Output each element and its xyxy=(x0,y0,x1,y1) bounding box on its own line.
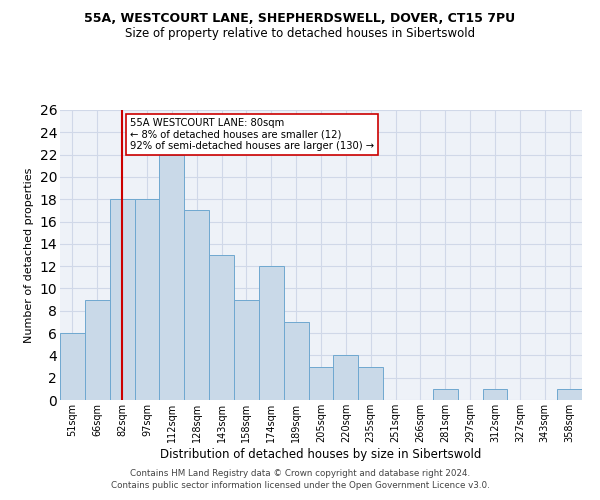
Text: Size of property relative to detached houses in Sibertswold: Size of property relative to detached ho… xyxy=(125,28,475,40)
Bar xyxy=(184,210,209,400)
Bar xyxy=(209,255,234,400)
Bar xyxy=(110,199,134,400)
Bar xyxy=(334,356,358,400)
Text: Contains HM Land Registry data © Crown copyright and database right 2024.: Contains HM Land Registry data © Crown c… xyxy=(130,468,470,477)
Bar xyxy=(160,154,184,400)
Bar xyxy=(284,322,308,400)
Bar xyxy=(60,333,85,400)
Y-axis label: Number of detached properties: Number of detached properties xyxy=(24,168,34,342)
Text: Contains public sector information licensed under the Open Government Licence v3: Contains public sector information licen… xyxy=(110,481,490,490)
Bar xyxy=(85,300,110,400)
X-axis label: Distribution of detached houses by size in Sibertswold: Distribution of detached houses by size … xyxy=(160,448,482,460)
Bar xyxy=(482,389,508,400)
Bar xyxy=(259,266,284,400)
Text: 55A WESTCOURT LANE: 80sqm
← 8% of detached houses are smaller (12)
92% of semi-d: 55A WESTCOURT LANE: 80sqm ← 8% of detach… xyxy=(130,118,374,151)
Bar xyxy=(308,366,334,400)
Bar xyxy=(433,389,458,400)
Bar xyxy=(234,300,259,400)
Bar xyxy=(557,389,582,400)
Text: 55A, WESTCOURT LANE, SHEPHERDSWELL, DOVER, CT15 7PU: 55A, WESTCOURT LANE, SHEPHERDSWELL, DOVE… xyxy=(85,12,515,26)
Bar xyxy=(134,199,160,400)
Bar xyxy=(358,366,383,400)
